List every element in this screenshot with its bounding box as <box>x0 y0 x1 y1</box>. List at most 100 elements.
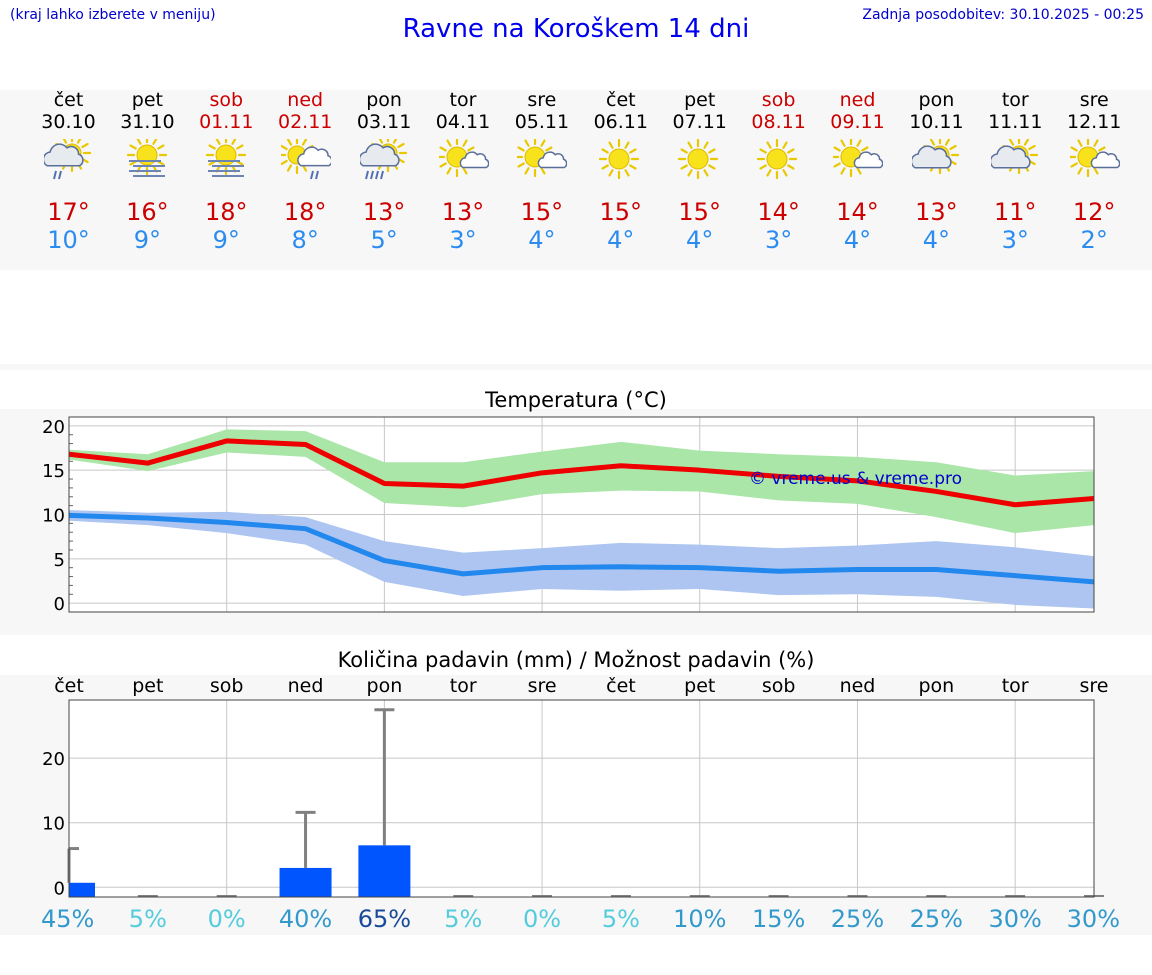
data-point <box>462 573 464 575</box>
data-point <box>1014 575 1016 577</box>
temperature-chart: 0 5 10 15 20 © vreme.us & vreme.pro <box>42 416 1095 615</box>
forecast-date: 11.11 <box>988 111 1043 133</box>
forecast-date: 31.10 <box>120 111 175 133</box>
forecast-day-name: pon <box>918 89 955 111</box>
forecast-day: sob 08.11 14° 3° <box>739 89 818 259</box>
sun-small-cloud-icon <box>833 139 883 178</box>
precip-bar <box>279 867 332 897</box>
sun-cloud-rain-icon <box>280 139 331 180</box>
forecast-day-name: pet <box>684 89 716 111</box>
sun-icon <box>678 139 719 180</box>
forecast-day: pon 10.11 13° 4° <box>897 89 976 259</box>
forecast-band <box>0 90 1152 270</box>
data-point <box>856 480 858 482</box>
y-tick-label: 0 <box>54 594 65 615</box>
precip-probability: 65% <box>358 905 411 933</box>
data-point <box>541 567 543 569</box>
forecast-min-temp: 3° <box>449 226 477 254</box>
forecast-day: čet 06.11 15° 4° <box>581 89 660 259</box>
forecast-max-temp: 15° <box>599 198 643 226</box>
precip-probability: 45% <box>41 905 94 933</box>
plot-area <box>69 700 1094 897</box>
forecast-date: 30.10 <box>41 111 96 133</box>
data-point <box>147 462 149 464</box>
data-point <box>935 568 937 570</box>
y-tick-label: 20 <box>42 749 65 770</box>
forecast-max-temp: 13° <box>441 198 485 226</box>
forecast-max-temp: 16° <box>126 198 169 226</box>
sun-small-cloud-icon <box>1069 139 1120 178</box>
separator-band <box>0 364 1152 370</box>
forecast-min-temp: 4° <box>528 226 556 254</box>
forecast-day-name: ned <box>839 89 876 111</box>
forecast-day-name: tor <box>449 89 477 111</box>
partly-cloudy-rain-icon <box>44 139 92 180</box>
forecast-day-name: pon <box>366 89 402 111</box>
x-category-label: ned <box>840 675 876 697</box>
precip-probability: 0% <box>523 905 561 933</box>
precip-probability: 15% <box>752 905 805 933</box>
data-point <box>856 568 858 570</box>
precip-probability: 5% <box>129 905 167 933</box>
partly-cloudy-icon <box>990 139 1038 175</box>
precip-probability: 40% <box>279 905 332 933</box>
sun-small-cloud-icon <box>438 139 489 178</box>
data-point <box>305 528 307 530</box>
forecast-max-temp: 13° <box>915 198 958 226</box>
precip-bar <box>358 845 411 897</box>
x-category-label: pon <box>367 675 403 697</box>
data-point <box>383 560 385 562</box>
forecast-date: 06.11 <box>593 111 648 133</box>
x-category-label: sre <box>528 675 557 697</box>
sun-small-cloud-icon <box>517 139 568 178</box>
partly-cloudy-icon <box>911 139 959 175</box>
forecast-min-temp: 2° <box>1080 226 1108 254</box>
forecast-date: 05.11 <box>514 111 570 133</box>
y-tick-label: 15 <box>42 461 65 482</box>
precip-probability: 30% <box>988 905 1041 933</box>
data-point <box>778 475 780 477</box>
forecast-max-temp: 17° <box>47 198 90 226</box>
forecast-min-temp: 3° <box>1001 226 1029 254</box>
precip-probability: 0% <box>208 905 246 933</box>
y-tick-label: 10 <box>42 814 65 835</box>
partly-cloudy-heavy-rain-icon <box>359 139 407 180</box>
forecast-day-name: čet <box>53 89 84 111</box>
forecast-min-temp: 10° <box>47 226 90 254</box>
watermark: © vreme.us & vreme.pro <box>749 469 962 489</box>
x-category-label: pet <box>132 675 163 697</box>
x-category-label: čet <box>54 675 84 697</box>
sun-icon <box>756 139 798 180</box>
x-category-label: ned <box>288 675 324 697</box>
forecast-min-temp: 9° <box>133 226 162 254</box>
forecast-date: 12.11 <box>1066 111 1122 133</box>
precip-probability: 5% <box>444 905 482 933</box>
data-point <box>620 465 622 467</box>
forecast-day-name: sob <box>761 89 796 111</box>
forecast-day-name: tor <box>1001 89 1029 111</box>
y-tick-label: 20 <box>42 417 65 438</box>
forecast-day-name: sre <box>1079 89 1109 111</box>
forecast-day-name: čet <box>606 89 636 111</box>
data-point <box>935 490 937 492</box>
data-point <box>226 521 228 523</box>
forecast-max-temp: 15° <box>520 198 564 226</box>
data-point <box>147 517 149 519</box>
precip-probability: 25% <box>831 905 884 933</box>
forecast-max-temp: 18° <box>283 198 327 226</box>
precipitation-chart: čet pet sob ned pon tor sre čet pet sob ned pon tor s… <box>41 675 1120 933</box>
forecast-day: ned 02.11 18° 8° <box>266 89 345 259</box>
x-category-label: tor <box>1002 675 1029 697</box>
plot-frame <box>68 699 1095 898</box>
x-category-label: sre <box>1080 675 1109 697</box>
forecast-date: 10.11 <box>909 111 964 133</box>
forecast-date: 04.11 <box>435 111 491 133</box>
x-category-label: pon <box>918 675 954 697</box>
forecast-date: 02.11 <box>277 111 333 133</box>
forecast-day: čet 30.10 17° 10° <box>29 89 108 259</box>
forecast-day: ned 09.11 14° 4° <box>818 89 897 259</box>
precip-probability: 30% <box>1067 905 1120 933</box>
forecast-day: pon 03.11 13° 5° <box>345 89 424 259</box>
precipitation-chart-title: Količina padavin (mm) / Možnost padavin … <box>337 648 815 672</box>
precip-bar <box>69 882 95 897</box>
